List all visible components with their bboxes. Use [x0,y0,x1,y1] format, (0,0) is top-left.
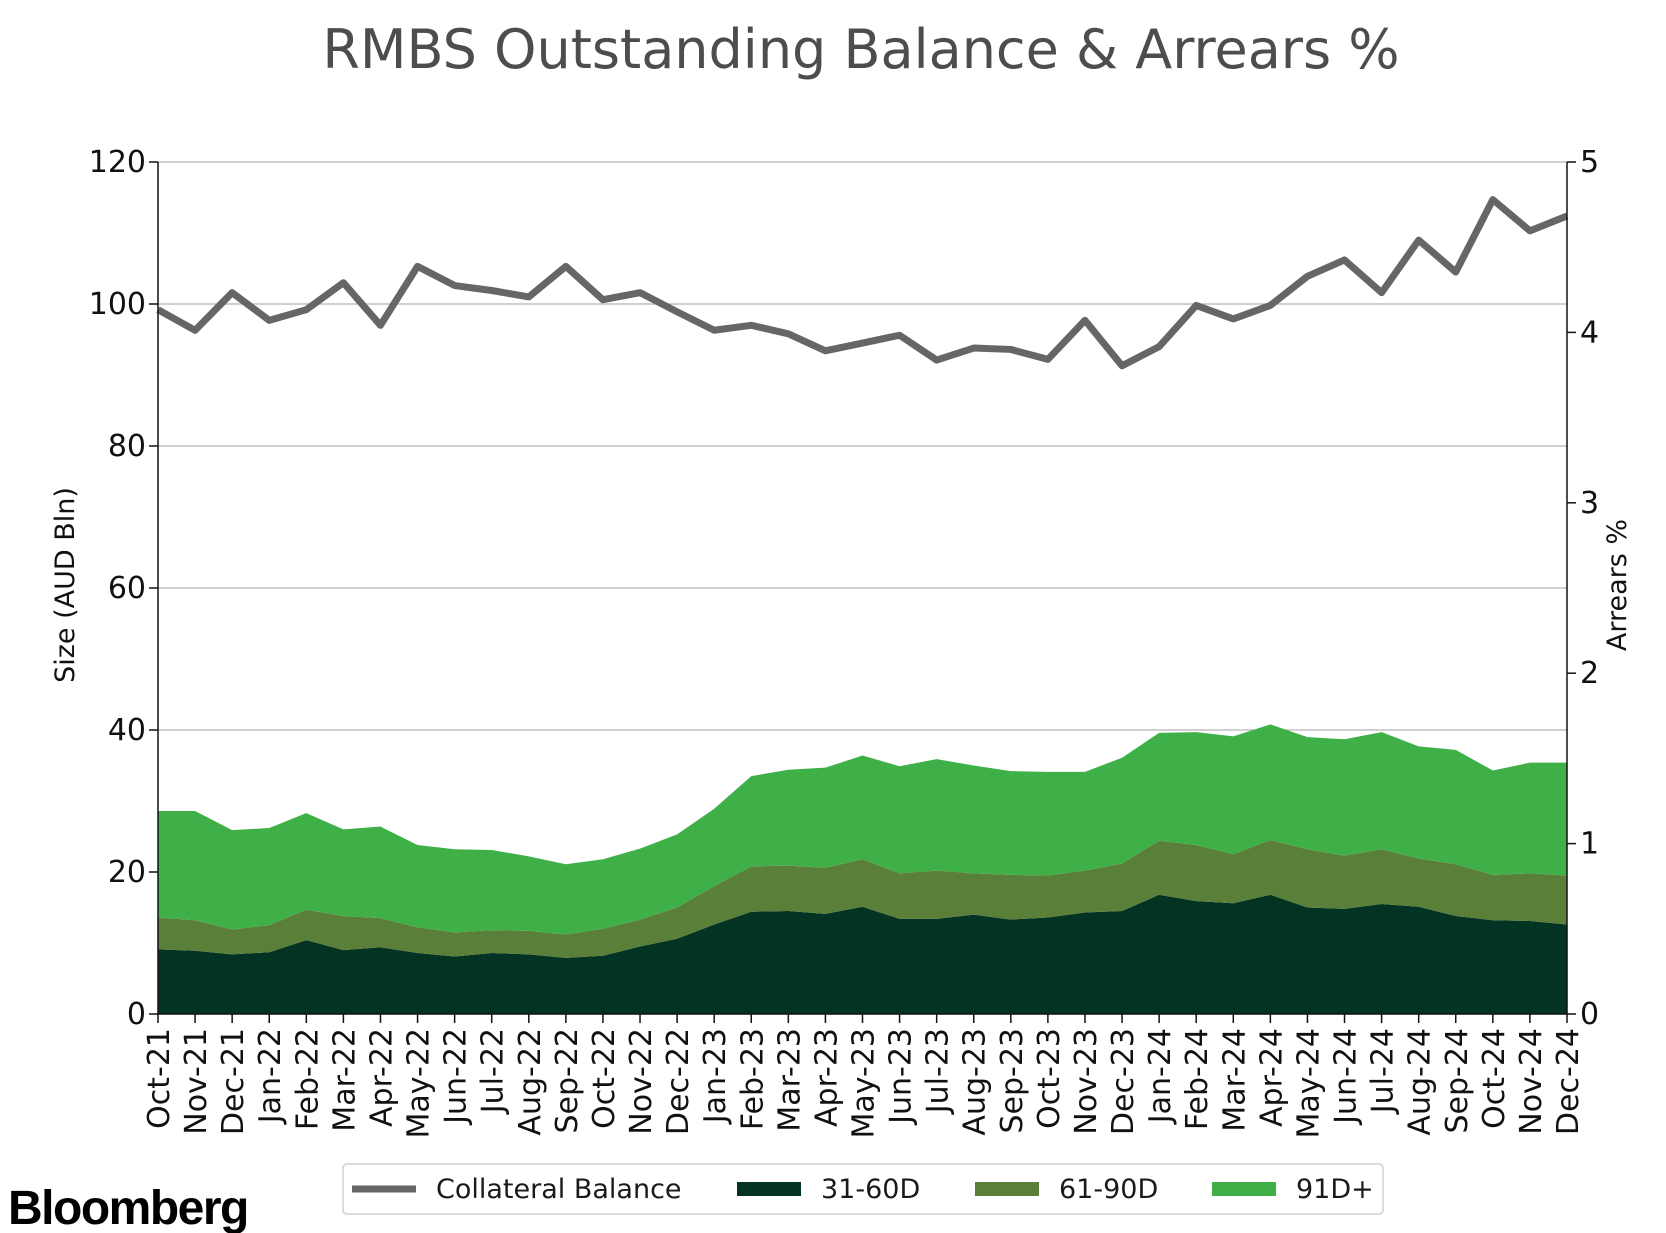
left-tick-label: 40 [108,713,146,748]
x-tick-label: Nov-21 [179,1028,214,1135]
x-tick-label: Oct-22 [587,1028,622,1129]
x-tick-label: Apr-24 [1254,1028,1289,1127]
x-tick-label: Sep-23 [995,1028,1030,1134]
x-tick-label: Mar-24 [1217,1028,1252,1132]
x-tick-label: Jul-23 [921,1028,956,1115]
left-tick-label: 80 [108,429,146,464]
line-series [156,196,1569,370]
x-tick-label: Aug-24 [1403,1028,1438,1136]
x-tick-label: May-23 [847,1028,882,1139]
legend-box [342,1163,1384,1215]
left-tick-label: 60 [108,571,146,606]
x-tick-label: Dec-21 [216,1028,251,1135]
x-tick-label: Jan-24 [1143,1028,1178,1125]
x-tick-label: May-24 [1291,1028,1326,1139]
x-tick-label: Oct-24 [1477,1028,1512,1129]
legend-swatch [737,1182,801,1196]
x-tick-label: Jul-24 [1366,1028,1401,1115]
legend-label: 61-90D [1059,1174,1158,1205]
legend-swatch [1212,1182,1276,1196]
chart-title: RMBS Outstanding Balance & Arrears % [322,18,1399,81]
left-tick-label: 0 [127,997,146,1032]
right-tick-label: 4 [1580,315,1599,350]
x-tick-label: Dec-22 [661,1028,696,1135]
legend-collateral-balance: Collateral Balance [352,1174,682,1205]
x-tick-label: Dec-23 [1106,1028,1141,1135]
area-91d-plus [158,724,1567,935]
left-y-axis: 0 20 40 60 80 100 120 [89,145,158,1032]
x-tick-label: Jan-22 [253,1028,288,1125]
x-tick-label: Mar-22 [327,1028,362,1132]
x-tick-label: Nov-22 [624,1028,659,1135]
legend-swatch [975,1182,1039,1196]
x-tick-label: Jun-24 [1329,1028,1364,1126]
x-tick-label: Aug-23 [958,1028,993,1136]
right-axis-title: Arrears % [1602,519,1633,651]
x-tick-label: Feb-24 [1180,1028,1215,1130]
x-tick-label: Apr-23 [809,1028,844,1127]
area-61-90d [158,840,1567,958]
x-tick-label: Jun-23 [884,1028,919,1126]
x-tick-label: Oct-21 [142,1028,177,1129]
legend-91d-plus: 91D+ [1212,1174,1374,1205]
right-tick-label: 2 [1580,656,1599,691]
right-tick-label: 5 [1580,145,1599,180]
left-tick-label: 120 [89,145,146,180]
legend-label: 91D+ [1296,1174,1374,1205]
left-tick-label: 20 [108,855,146,890]
bloomberg-logo: Bloomberg [8,1182,248,1233]
x-tick-label: Jul-22 [476,1028,511,1115]
x-tick-label: Mar-23 [772,1028,807,1132]
legend-label: Collateral Balance [436,1174,682,1205]
legend-61-90d: 61-90D [975,1174,1158,1205]
x-tick-label: Aug-22 [513,1028,548,1136]
x-tick-label: Feb-22 [290,1028,325,1130]
left-tick-label: 100 [89,287,146,322]
x-tick-label: Sep-24 [1440,1028,1475,1134]
x-axis: Oct-21 Nov-21 Dec-21 Jan-22 Feb-22 Mar-22 Apr-… [142,162,1586,1139]
x-tick-label: Jan-23 [698,1028,733,1125]
right-tick-label: 0 [1580,997,1599,1032]
right-y-axis: 0 1 2 3 4 5 [1567,145,1599,1032]
x-tick-label: Jun-22 [439,1028,474,1126]
legend: Collateral Balance 31-60D 61-90D 91D+ [342,1163,1384,1215]
x-tick-label: Dec-24 [1551,1028,1586,1135]
collateral-balance-line [156,196,1569,370]
right-tick-label: 1 [1580,827,1599,862]
x-tick-label: Oct-23 [1032,1028,1067,1129]
x-tick-label: Nov-24 [1514,1028,1549,1135]
right-tick-label: 3 [1580,486,1599,521]
legend-31-60d: 31-60D [737,1174,920,1205]
area-series [158,724,1567,1014]
x-tick-label: Apr-22 [364,1028,399,1127]
x-tick-label: Feb-23 [735,1028,770,1130]
x-tick-label: Sep-22 [550,1028,585,1134]
area-31-60d [158,894,1567,1014]
legend-label: 31-60D [821,1174,920,1205]
left-axis-title: Size (AUD Bln) [50,487,81,683]
x-tick-label: Nov-23 [1069,1028,1104,1135]
x-tick-label: May-22 [402,1028,437,1139]
